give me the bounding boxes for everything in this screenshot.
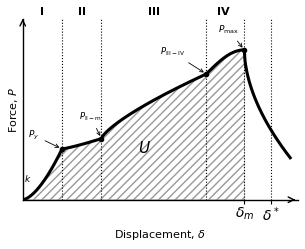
Text: $k$: $k$ <box>24 173 31 184</box>
Text: $P_{\rm II-m}$: $P_{\rm II-m}$ <box>80 111 102 135</box>
Text: $P_y$: $P_y$ <box>28 129 59 147</box>
Text: IV: IV <box>217 7 230 17</box>
Text: II: II <box>78 7 86 17</box>
Text: I: I <box>40 7 45 17</box>
Text: III: III <box>148 7 160 17</box>
Y-axis label: Force, $P$: Force, $P$ <box>7 86 20 132</box>
Text: $P_{\rm max}$: $P_{\rm max}$ <box>218 24 242 47</box>
Text: U: U <box>138 140 149 156</box>
X-axis label: Displacement, $\delta$: Displacement, $\delta$ <box>114 228 206 242</box>
Text: $P_{\rm III-IV}$: $P_{\rm III-IV}$ <box>160 46 203 72</box>
